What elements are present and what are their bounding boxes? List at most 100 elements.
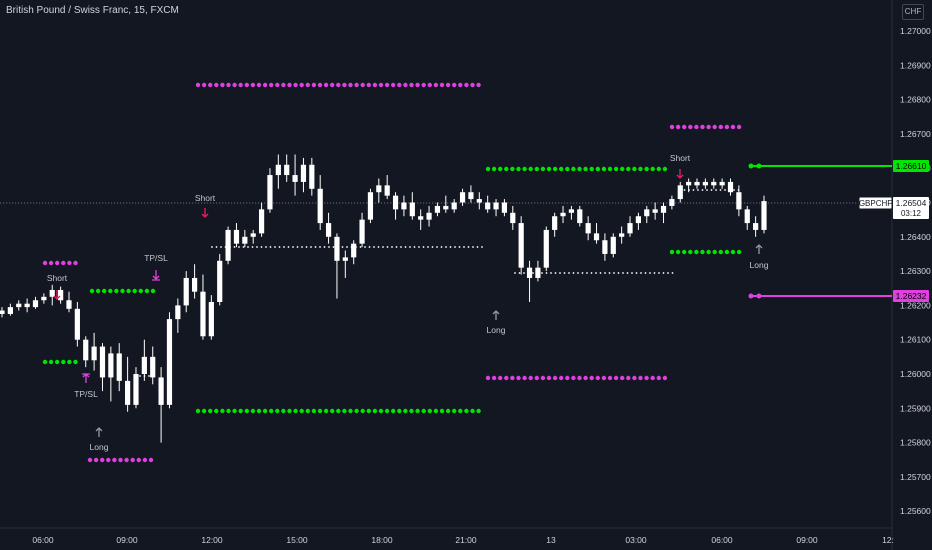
upper-target-dot <box>281 82 286 88</box>
green-level-dot <box>644 166 649 172</box>
short-target-dot <box>61 260 66 266</box>
entry-line-dot <box>305 246 308 248</box>
candle-body <box>711 181 717 186</box>
magenta-level-dot <box>552 375 558 381</box>
entry-line-dot <box>287 246 290 248</box>
entry-line-dot <box>563 272 566 274</box>
candle-body <box>359 219 365 244</box>
entry-line-dot <box>733 189 735 191</box>
magenta-upper-dot <box>706 124 711 130</box>
upper-target-dot <box>323 82 329 88</box>
magenta-level-dot <box>626 375 631 381</box>
y-tick-label: 1.26200 <box>900 300 931 310</box>
upper-target-dot <box>476 82 481 88</box>
magenta-level-dot <box>656 375 661 381</box>
green-level-dot <box>626 166 631 172</box>
magenta-level-dot <box>632 375 637 381</box>
candle-body <box>225 229 231 261</box>
magenta-level-dot <box>620 375 625 381</box>
lower-target-dot <box>348 408 353 414</box>
entry-line-dot <box>364 246 366 248</box>
entry-line-dot <box>319 246 321 248</box>
upper-target-dot <box>384 82 390 88</box>
green-lower-dot <box>712 249 717 255</box>
candle-body <box>443 205 449 210</box>
long-signal-label: Long <box>90 442 109 452</box>
magenta-level-dot <box>546 375 552 381</box>
y-tick-label: 1.25800 <box>900 438 931 448</box>
magenta-upper-dot <box>688 124 693 130</box>
long-stop-dot <box>48 359 54 365</box>
long-target-dot <box>106 457 111 463</box>
entry-line-dot <box>346 246 348 248</box>
entry-line-dot <box>472 246 474 248</box>
magenta-upper-dot <box>669 124 675 130</box>
candle-body <box>376 185 382 193</box>
upper-target-dot <box>305 82 310 88</box>
currency-button[interactable]: CHF <box>902 4 924 20</box>
short-stop-dot <box>144 288 150 294</box>
entry-line-dot <box>683 189 686 191</box>
candle-body <box>141 356 147 374</box>
candle-body <box>133 374 139 405</box>
tp-sl-arrow <box>82 373 90 383</box>
upper-target-dot <box>232 82 237 88</box>
y-tick-label: 1.26900 <box>900 60 931 70</box>
entry-line-dot <box>301 246 303 248</box>
candle-body <box>392 195 399 210</box>
upper-target-dot <box>269 82 274 88</box>
long-target-dot <box>136 457 141 463</box>
upper-target-dot <box>336 82 341 88</box>
entry-line-dot <box>649 272 651 274</box>
lower-target-dot <box>214 408 219 414</box>
lower-target-dot <box>262 408 268 414</box>
short-stop-dot <box>120 288 125 294</box>
entry-line-dot <box>454 246 456 248</box>
candle-body <box>401 202 407 210</box>
entry-line-dot <box>148 375 150 377</box>
x-tick-label: 18:00 <box>371 535 393 545</box>
upper-target-dot <box>317 82 323 88</box>
green-lower-dot <box>694 249 699 255</box>
green-level-dot <box>516 166 521 172</box>
candle-body <box>577 209 583 224</box>
green-lower-dot <box>669 249 675 255</box>
entry-line-dot <box>386 246 389 248</box>
candle-body <box>166 319 173 405</box>
candle-body <box>727 181 734 193</box>
green-lower-dot <box>724 249 730 255</box>
entry-line-dot <box>631 272 633 274</box>
candle-body <box>91 346 97 361</box>
magenta-level-dot <box>540 375 546 381</box>
entry-line-dot <box>599 272 602 274</box>
candle-body <box>242 236 248 244</box>
magenta-upper-dot <box>700 124 705 130</box>
entry-line-dot <box>247 246 249 248</box>
upper-target-dot <box>208 82 213 88</box>
candle-body <box>753 223 759 230</box>
magenta-upper-dot <box>718 124 723 130</box>
lower-target-dot <box>195 408 201 414</box>
magenta-level-dot <box>650 375 655 381</box>
green-level-dot <box>589 166 594 172</box>
entry-line-dot <box>644 272 647 274</box>
long-arrow <box>95 427 103 437</box>
upper-target-dot <box>244 82 249 88</box>
entry-line-dot <box>310 246 312 248</box>
entry-line-dot <box>550 272 552 274</box>
candle-body <box>736 192 742 210</box>
short-arrow <box>201 208 209 218</box>
entry-line-dot <box>328 246 330 248</box>
entry-line-dot <box>314 246 317 248</box>
upper-target-dot <box>421 82 426 88</box>
entry-line-dot <box>463 246 465 248</box>
candle-body <box>602 240 608 254</box>
entry-line-dot <box>251 246 254 248</box>
lower-target-dot <box>342 408 347 414</box>
y-tick-label: 1.27000 <box>900 26 931 36</box>
x-tick-label: 15:00 <box>286 535 308 545</box>
lower-target-dot <box>305 408 310 414</box>
long-stop-dot <box>61 359 66 365</box>
upper-target-dot <box>195 82 201 88</box>
